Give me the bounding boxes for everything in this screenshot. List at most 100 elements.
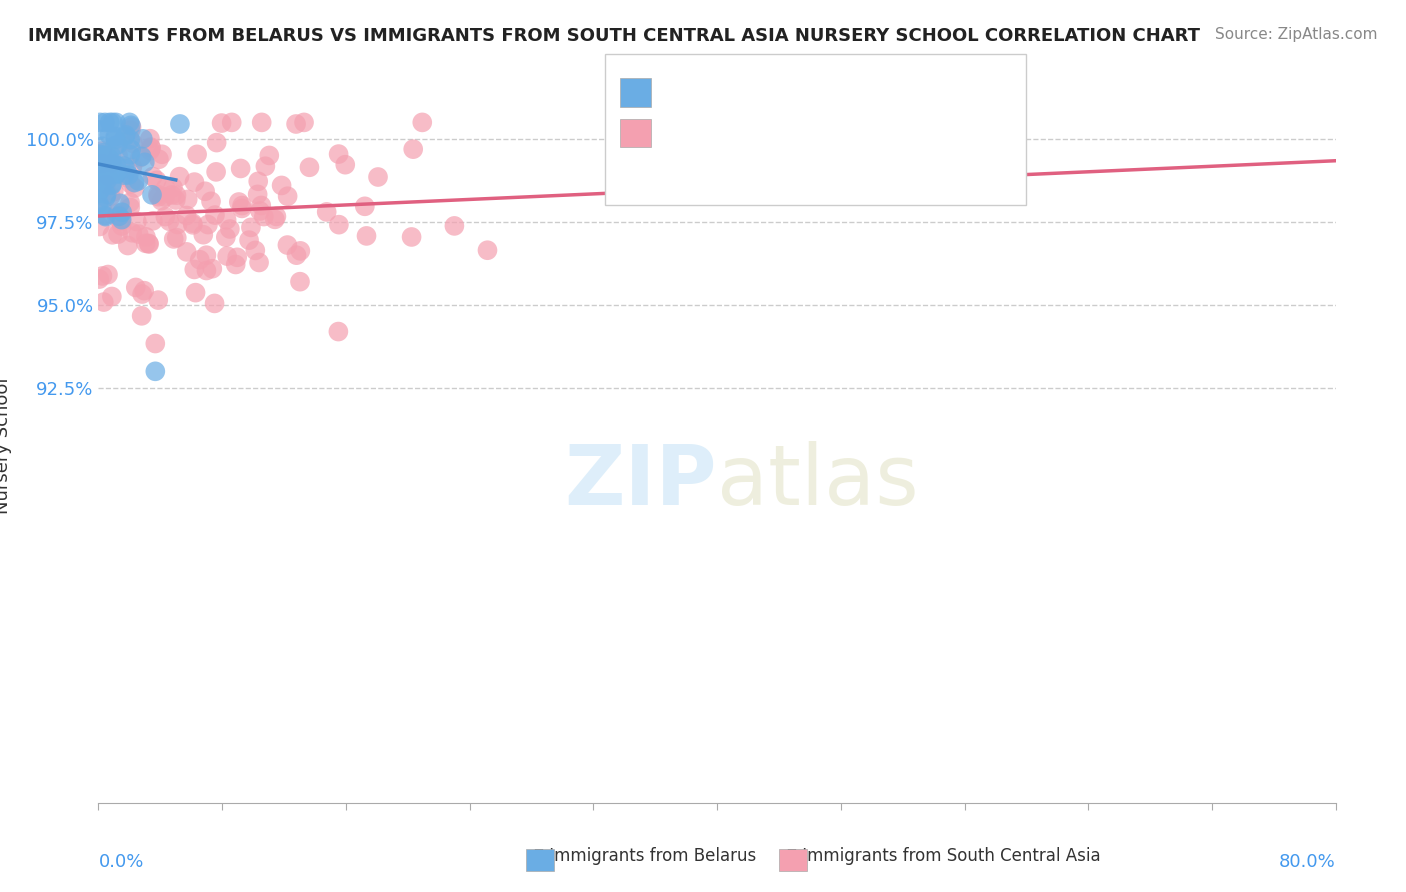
Point xyxy=(87,186,110,201)
Point xyxy=(211,116,233,130)
Point xyxy=(120,143,142,157)
Point xyxy=(195,263,218,277)
Point xyxy=(90,150,112,164)
Point xyxy=(120,195,142,210)
Point xyxy=(101,115,124,129)
Point xyxy=(181,216,204,230)
Point xyxy=(125,214,148,228)
Text: Source: ZipAtlas.com: Source: ZipAtlas.com xyxy=(1215,27,1378,42)
Point xyxy=(162,180,184,194)
Point xyxy=(231,198,253,212)
Point xyxy=(328,147,350,161)
Point xyxy=(186,147,208,161)
Point xyxy=(118,168,141,182)
Point xyxy=(411,115,433,129)
Point xyxy=(120,123,142,137)
Point xyxy=(353,199,375,213)
Point xyxy=(89,154,111,169)
Point xyxy=(239,220,262,235)
Point xyxy=(150,194,173,208)
Point xyxy=(132,132,155,146)
Point xyxy=(219,222,242,236)
Point xyxy=(89,162,111,177)
Point xyxy=(176,209,198,223)
Point xyxy=(120,119,142,133)
Point xyxy=(138,237,160,252)
Point xyxy=(163,232,186,246)
Point xyxy=(138,236,160,251)
Point xyxy=(221,115,243,129)
Point xyxy=(143,364,166,378)
Point xyxy=(169,117,191,131)
Point xyxy=(139,140,162,154)
Point xyxy=(139,141,162,155)
Point xyxy=(443,219,465,233)
Point xyxy=(97,169,120,184)
Point xyxy=(90,148,112,162)
Point xyxy=(225,258,247,272)
Point xyxy=(157,214,180,228)
Text: ⬜ Immigrants from Belarus: ⬜ Immigrants from Belarus xyxy=(534,847,756,865)
Point xyxy=(94,149,117,163)
Point xyxy=(201,261,224,276)
Point xyxy=(245,244,267,258)
Point xyxy=(97,268,120,282)
Point xyxy=(112,159,135,173)
Point xyxy=(101,227,124,242)
Point xyxy=(121,120,143,134)
Point xyxy=(90,168,112,182)
Point xyxy=(254,159,277,173)
Point xyxy=(110,214,132,228)
Point xyxy=(166,218,188,232)
Point xyxy=(183,262,205,277)
Point xyxy=(270,178,292,193)
Point xyxy=(328,218,350,232)
Point xyxy=(127,174,149,188)
Point xyxy=(263,212,285,227)
Point xyxy=(205,136,228,150)
Point xyxy=(96,173,118,187)
Point xyxy=(292,115,315,129)
Point xyxy=(238,233,260,247)
Text: R = 0.348   N = 72: R = 0.348 N = 72 xyxy=(654,89,839,108)
Point xyxy=(120,200,142,214)
Point xyxy=(249,204,271,219)
Point xyxy=(143,336,166,351)
Point xyxy=(194,184,217,198)
Point xyxy=(96,152,118,166)
Point xyxy=(100,189,122,203)
Point xyxy=(217,249,239,263)
Point xyxy=(121,160,143,174)
Point xyxy=(93,149,115,163)
Point xyxy=(228,194,250,209)
Point xyxy=(183,175,205,189)
Point xyxy=(105,166,128,180)
Point xyxy=(94,166,117,180)
Point xyxy=(141,187,163,202)
Point xyxy=(125,280,148,294)
Point xyxy=(87,196,110,211)
Point xyxy=(94,209,117,223)
Point xyxy=(98,115,121,129)
Point xyxy=(101,158,124,172)
Point xyxy=(169,169,191,184)
Point xyxy=(120,148,142,162)
Point xyxy=(155,210,177,224)
Point xyxy=(298,161,321,175)
Text: 140: 140 xyxy=(780,134,821,153)
Point xyxy=(367,169,389,184)
Point xyxy=(89,175,111,189)
Point xyxy=(226,250,249,264)
Point xyxy=(153,190,176,204)
Point xyxy=(146,187,169,202)
Point xyxy=(105,210,128,224)
Point xyxy=(139,144,162,158)
Point xyxy=(193,227,215,242)
Point xyxy=(124,181,146,195)
Point xyxy=(148,153,170,167)
Point xyxy=(134,284,156,298)
Point xyxy=(120,177,142,191)
Point xyxy=(91,156,114,170)
Point xyxy=(247,174,270,188)
Point xyxy=(166,230,188,244)
